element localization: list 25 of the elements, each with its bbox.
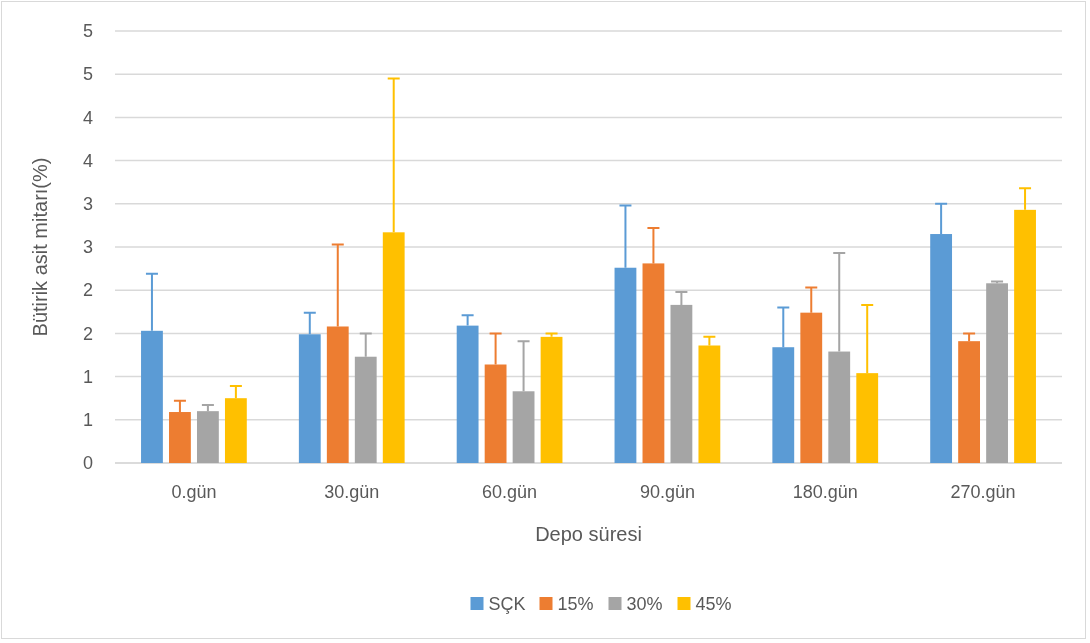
y-tick-label: 1 <box>82 366 93 387</box>
y-tick-label: 1 <box>82 410 93 431</box>
y-tick-label: 2 <box>82 323 93 344</box>
y-tick-label: 4 <box>82 150 93 171</box>
y-axis-title: Bütirik asit mitarı(%) <box>29 157 51 337</box>
y-tick-label: 5 <box>82 21 93 42</box>
legend-label: 30% <box>626 594 663 614</box>
x-tick-label: 180.gün <box>792 481 858 502</box>
bar <box>540 336 563 463</box>
y-tick-label: 3 <box>82 194 93 215</box>
x-axis-title: Depo süresi <box>535 523 642 545</box>
y-tick-label: 3 <box>82 237 93 258</box>
legend-label: 15% <box>557 594 594 614</box>
legend-label: 45% <box>695 594 732 614</box>
legend-label: SÇK <box>488 594 526 614</box>
y-tick-label: 2 <box>82 280 93 301</box>
x-tick-label: 30.gün <box>324 481 380 502</box>
x-tick-label: 270.gün <box>950 481 1016 502</box>
x-tick-label: 60.gün <box>482 481 538 502</box>
x-tick-label: 90.gün <box>639 481 695 502</box>
y-tick-label: 5 <box>82 64 93 85</box>
y-tick-label: 0 <box>82 453 93 474</box>
y-tick-label: 4 <box>82 107 93 128</box>
x-tick-label: 0.gün <box>171 481 217 502</box>
bar <box>986 283 1008 463</box>
